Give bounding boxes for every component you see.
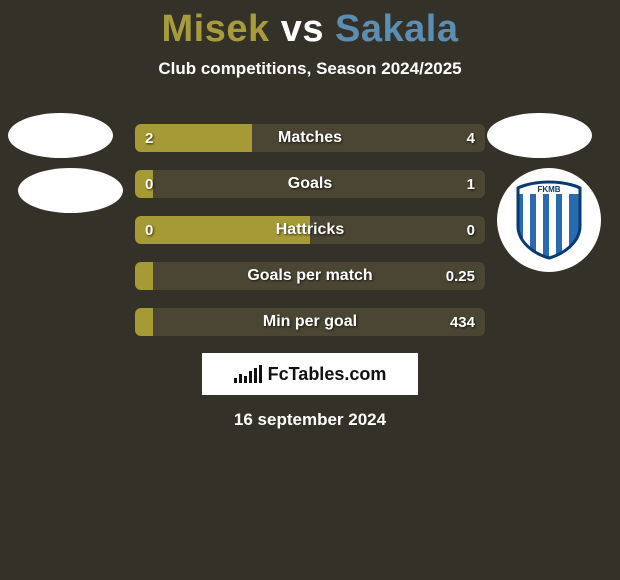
stat-row: 0Goals1 xyxy=(135,170,485,198)
stat-label: Matches xyxy=(135,124,485,152)
date-label: 16 september 2024 xyxy=(0,410,620,430)
left-team-badge-2 xyxy=(18,168,123,213)
brand-text: FcTables.com xyxy=(268,364,387,385)
stats-bars: 2Matches40Goals10Hattricks0Goals per mat… xyxy=(135,124,485,354)
page-title: Misek vs Sakala xyxy=(0,0,620,51)
stat-row: Goals per match0.25 xyxy=(135,262,485,290)
title-left: Misek xyxy=(162,8,270,50)
crest-label: FKMB xyxy=(537,185,560,194)
stat-value-right: 0.25 xyxy=(446,262,475,290)
shield-icon: FKMB xyxy=(514,180,584,260)
stat-label: Goals xyxy=(135,170,485,198)
stat-value-right: 434 xyxy=(450,308,475,336)
bar-chart-icon xyxy=(234,365,262,383)
right-team-crest: FKMB xyxy=(497,168,601,272)
stat-label: Goals per match xyxy=(135,262,485,290)
subtitle: Club competitions, Season 2024/2025 xyxy=(0,59,620,79)
stat-row: 0Hattricks0 xyxy=(135,216,485,244)
right-team-badge-1 xyxy=(487,113,592,158)
stat-value-right: 0 xyxy=(467,216,475,244)
stat-label: Hattricks xyxy=(135,216,485,244)
stat-value-right: 1 xyxy=(467,170,475,198)
left-team-badge-1 xyxy=(8,113,113,158)
stat-value-right: 4 xyxy=(467,124,475,152)
stat-row: 2Matches4 xyxy=(135,124,485,152)
brand-box: FcTables.com xyxy=(202,353,418,395)
stat-label: Min per goal xyxy=(135,308,485,336)
title-right: Sakala xyxy=(335,8,458,50)
stat-row: Min per goal434 xyxy=(135,308,485,336)
title-vs: vs xyxy=(281,8,324,50)
